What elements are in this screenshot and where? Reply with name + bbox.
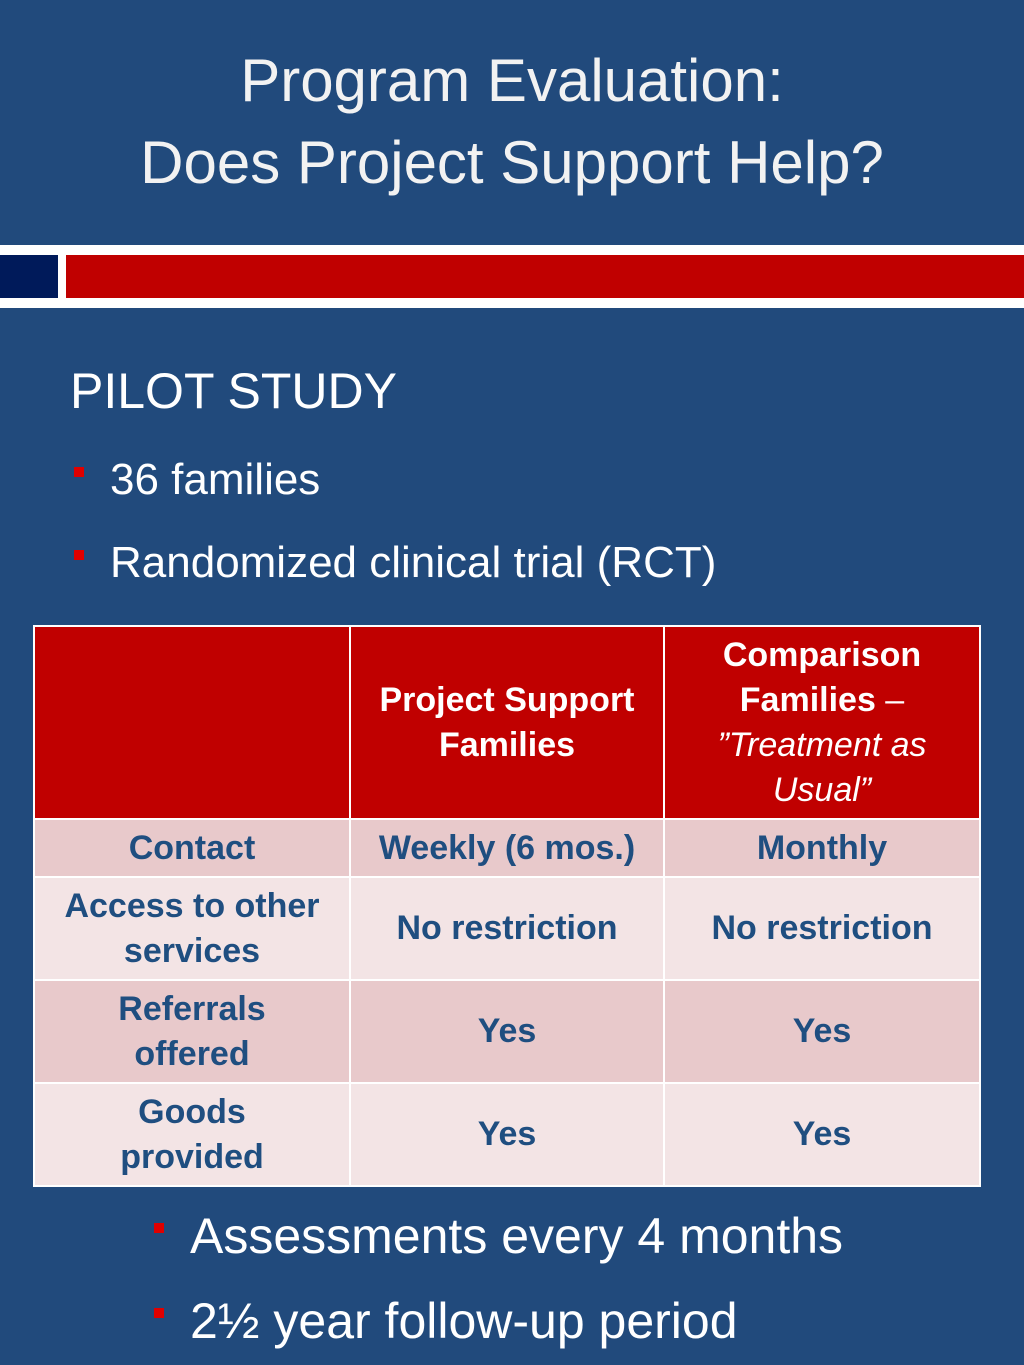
red-accent-bar <box>66 255 1024 298</box>
bullet-square-icon <box>74 467 84 477</box>
bullet-text: Randomized clinical trial (RCT) <box>110 538 717 587</box>
cell-project-support: Weekly (6 mos.) <box>349 818 665 878</box>
cell-comparison: Yes <box>663 1082 981 1187</box>
table-row: Goods provided Yes Yes <box>33 1082 981 1187</box>
cell-project-support: Yes <box>349 1082 665 1187</box>
table-header-row: Project Support Families Comparison Fami… <box>33 625 981 820</box>
table-row: Contact Weekly (6 mos.) Monthly <box>33 818 981 878</box>
bullet-item: 36 families <box>74 455 320 505</box>
cell-project-support: Yes <box>349 979 665 1084</box>
bullet-square-icon <box>74 550 84 560</box>
bullet-square-icon <box>154 1308 164 1318</box>
bullet-item: 2½ year follow-up period <box>154 1292 738 1350</box>
header-comparison-subtitle: ”Treatment as Usual” <box>717 725 927 809</box>
row-label: Contact <box>33 818 351 878</box>
title-line-2: Does Project Support Help? <box>140 129 884 196</box>
header-project-support: Project Support Families <box>349 625 665 820</box>
slide-title: Program Evaluation: Does Project Support… <box>0 40 1024 204</box>
bullet-item: Assessments every 4 months <box>154 1207 843 1265</box>
header-comparison: Comparison Families – ”Treatment as Usual… <box>663 625 981 820</box>
row-label: Referrals offered <box>33 979 351 1084</box>
cell-comparison: Monthly <box>663 818 981 878</box>
header-comparison-title: Comparison Families <box>722 635 922 719</box>
bullet-text: 2½ year follow-up period <box>190 1293 738 1349</box>
cell-project-support: No restriction <box>349 876 665 981</box>
header-dash: – <box>875 680 905 719</box>
row-label: Goods provided <box>33 1082 351 1187</box>
bullet-text: Assessments every 4 months <box>190 1208 844 1264</box>
table-row: Referrals offered Yes Yes <box>33 979 981 1084</box>
title-line-1: Program Evaluation: <box>240 47 784 114</box>
bullet-square-icon <box>154 1223 164 1233</box>
comparison-table: Project Support Families Comparison Fami… <box>33 625 981 1187</box>
section-heading: PILOT STUDY <box>70 363 397 419</box>
row-label: Access to other services <box>33 876 351 981</box>
header-empty <box>33 625 351 820</box>
cell-comparison: Yes <box>663 979 981 1084</box>
table-row: Access to other services No restriction … <box>33 876 981 981</box>
bullet-text: 36 families <box>110 455 321 504</box>
navy-accent-block <box>0 255 58 298</box>
cell-comparison: No restriction <box>663 876 981 981</box>
bullet-item: Randomized clinical trial (RCT) <box>74 538 716 588</box>
